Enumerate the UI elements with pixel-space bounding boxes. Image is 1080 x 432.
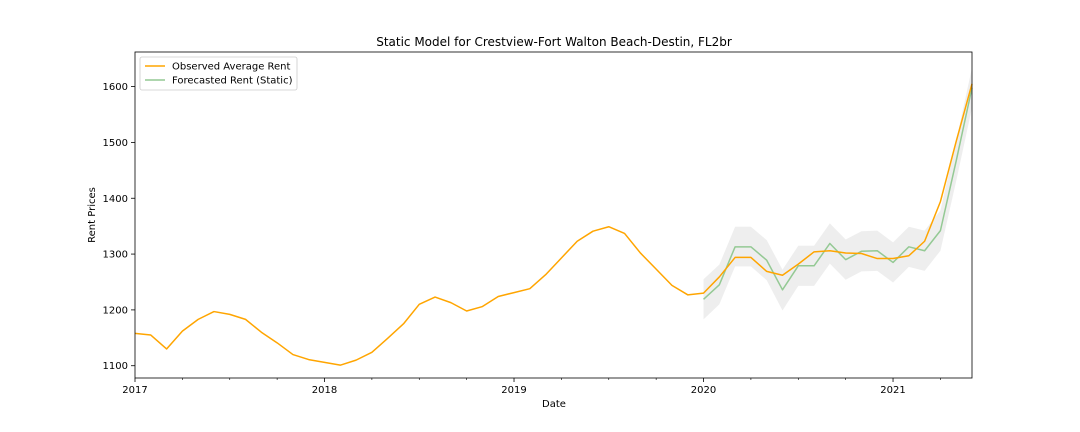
observed-average-rent-line [134, 83, 973, 366]
x-axis: 2017 2018 2019 2020 2021 [122, 378, 941, 396]
y-tick-label: 1600 [103, 82, 128, 93]
x-tick-label: 2017 [122, 385, 147, 396]
y-tick-label: 1100 [103, 361, 128, 372]
y-tick-label: 1400 [103, 194, 128, 205]
legend-box [139, 56, 298, 91]
plot-frame [134, 51, 973, 379]
x-tick-label: 2019 [501, 385, 526, 396]
legend: Observed Average Rent Forecasted Rent (S… [139, 56, 298, 91]
y-tick-label: 1200 [103, 305, 128, 316]
legend-label-observed: Observed Average Rent [172, 62, 291, 73]
legend-label-forecast: Forecasted Rent (Static) [172, 76, 293, 87]
chart-title: Static Model for Crestview-Fort Walton B… [376, 35, 732, 49]
plot-area [134, 51, 973, 379]
y-axis: 1100 1200 1300 1400 1500 1600 [103, 82, 135, 372]
y-axis-label: Rent Prices [87, 187, 98, 243]
y-tick-label: 1500 [103, 138, 128, 149]
x-axis-label: Date [542, 399, 566, 410]
x-tick-label: 2018 [312, 385, 337, 396]
y-tick-label: 1300 [103, 250, 128, 261]
series-layer [134, 83, 973, 366]
x-tick-label: 2021 [880, 385, 905, 396]
x-tick-label: 2020 [691, 385, 716, 396]
plot-background [135, 52, 972, 378]
